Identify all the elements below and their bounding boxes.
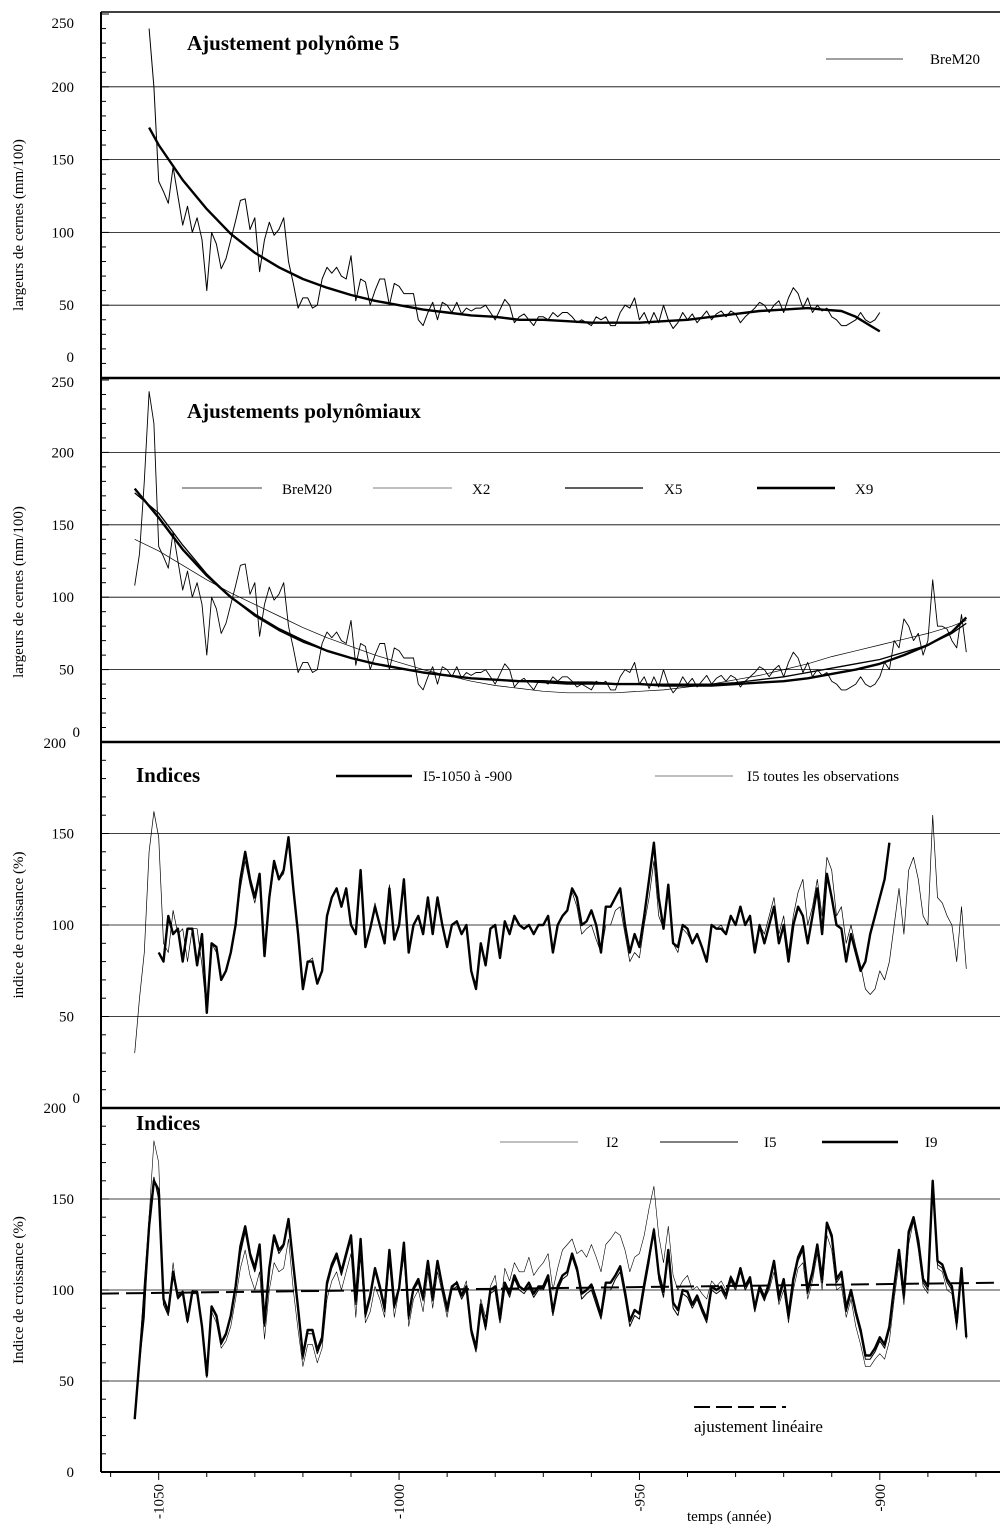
- y-tick-label: 50: [59, 663, 74, 679]
- panel-1-title: Ajustement polynôme 5: [187, 31, 399, 55]
- y-tick-label: 100: [52, 590, 75, 606]
- panel-2-series: 0 50 100 150 200 250: [52, 375, 1000, 743]
- series-line: [148, 28, 881, 329]
- panel-3-legend-label-i5-all: I5 toutes les observations: [747, 769, 899, 785]
- y-tick-label: 100: [52, 1283, 75, 1299]
- panel-2: Ajustements polynômiaux largeurs de cern…: [11, 375, 1000, 743]
- panel-4-legend-label-i2: I2: [606, 1135, 619, 1151]
- panel-1-legend-label-brem20: BreM20: [930, 52, 980, 68]
- y-tick-label: 0: [67, 350, 75, 366]
- panel-4-series: 0 50 100 150 200: [44, 1101, 1000, 1481]
- panel-1: Ajustement polynôme 5 largeurs de cernes…: [11, 13, 1000, 379]
- series-line: [148, 127, 881, 333]
- panel-frames: -1050 -1000 -950 -900: [101, 11, 1000, 1519]
- series-line: [134, 391, 967, 694]
- series-line: [134, 492, 967, 685]
- y-tick-label: 200: [44, 736, 67, 752]
- series-line: [134, 538, 967, 694]
- panel-2-legend-label-x9: X9: [855, 482, 873, 498]
- series-line: [133, 1179, 968, 1420]
- y-tick-label: 0: [73, 725, 81, 741]
- y-tick-label: 200: [52, 445, 75, 461]
- series-line: [133, 487, 968, 687]
- panel-4: Indices Indice de croissance (%) I2 I5 I…: [11, 1101, 1000, 1525]
- panel-4-legend-label-i9: I9: [925, 1135, 938, 1151]
- panel-2-legend-label-x2: X2: [472, 482, 490, 498]
- y-tick-label: 50: [59, 1010, 74, 1026]
- panel-4-title: Indices: [136, 1111, 200, 1135]
- panel-2-ylabel: largeurs de cernes (mm/100): [11, 506, 27, 678]
- panel-3: Indices indice de croissance (%) I5-1050…: [11, 736, 1000, 1109]
- y-tick-label: 150: [52, 827, 75, 843]
- panel-3-legend-label-i5-1050: I5-1050 à -900: [423, 769, 512, 785]
- panel-2-legend-label-x5: X5: [664, 482, 682, 498]
- x-axis-label: temps (année): [687, 1509, 772, 1525]
- panel-3-title: Indices: [136, 763, 200, 787]
- y-tick-label: 50: [59, 298, 74, 314]
- panel-2-legend-label-brem20: BreM20: [282, 482, 332, 498]
- y-tick-label: 200: [52, 80, 75, 96]
- y-tick-label: 250: [52, 375, 75, 391]
- x-tick-label: -950: [632, 1484, 648, 1512]
- panel-3-series: 0 50 100 150 200: [44, 736, 1000, 1109]
- panel-1-ylabel: largeurs de cernes (mm/100): [11, 139, 27, 311]
- y-tick-label: 100: [52, 225, 75, 241]
- panel-3-ylabel: indice de croissance (%): [11, 851, 27, 998]
- linear-fit-label: ajustement linéaire: [694, 1417, 823, 1436]
- series-line: [134, 1140, 967, 1418]
- panel-4-ylabel: Indice de croissance (%): [11, 1216, 27, 1364]
- x-tick-label: -1050: [152, 1484, 168, 1519]
- y-tick-label: 50: [59, 1374, 74, 1390]
- y-tick-label: 0: [73, 1091, 81, 1107]
- y-tick-label: 150: [52, 153, 75, 169]
- panel-2-title: Ajustements polynômiaux: [187, 399, 421, 423]
- y-tick-label: 250: [52, 16, 75, 32]
- x-tick-label: -900: [873, 1484, 889, 1512]
- panel-4-legend-label-i5: I5: [764, 1135, 777, 1151]
- x-tick-label: -1000: [392, 1484, 408, 1519]
- y-tick-label: 200: [44, 1101, 67, 1117]
- y-tick-label: 100: [52, 918, 75, 934]
- y-tick-label: 150: [52, 518, 75, 534]
- series-line: [134, 811, 967, 1054]
- y-tick-label: 0: [67, 1465, 75, 1481]
- panel-1-series: 0 50 100 150 200 250: [52, 13, 1000, 379]
- y-tick-label: 150: [52, 1192, 75, 1208]
